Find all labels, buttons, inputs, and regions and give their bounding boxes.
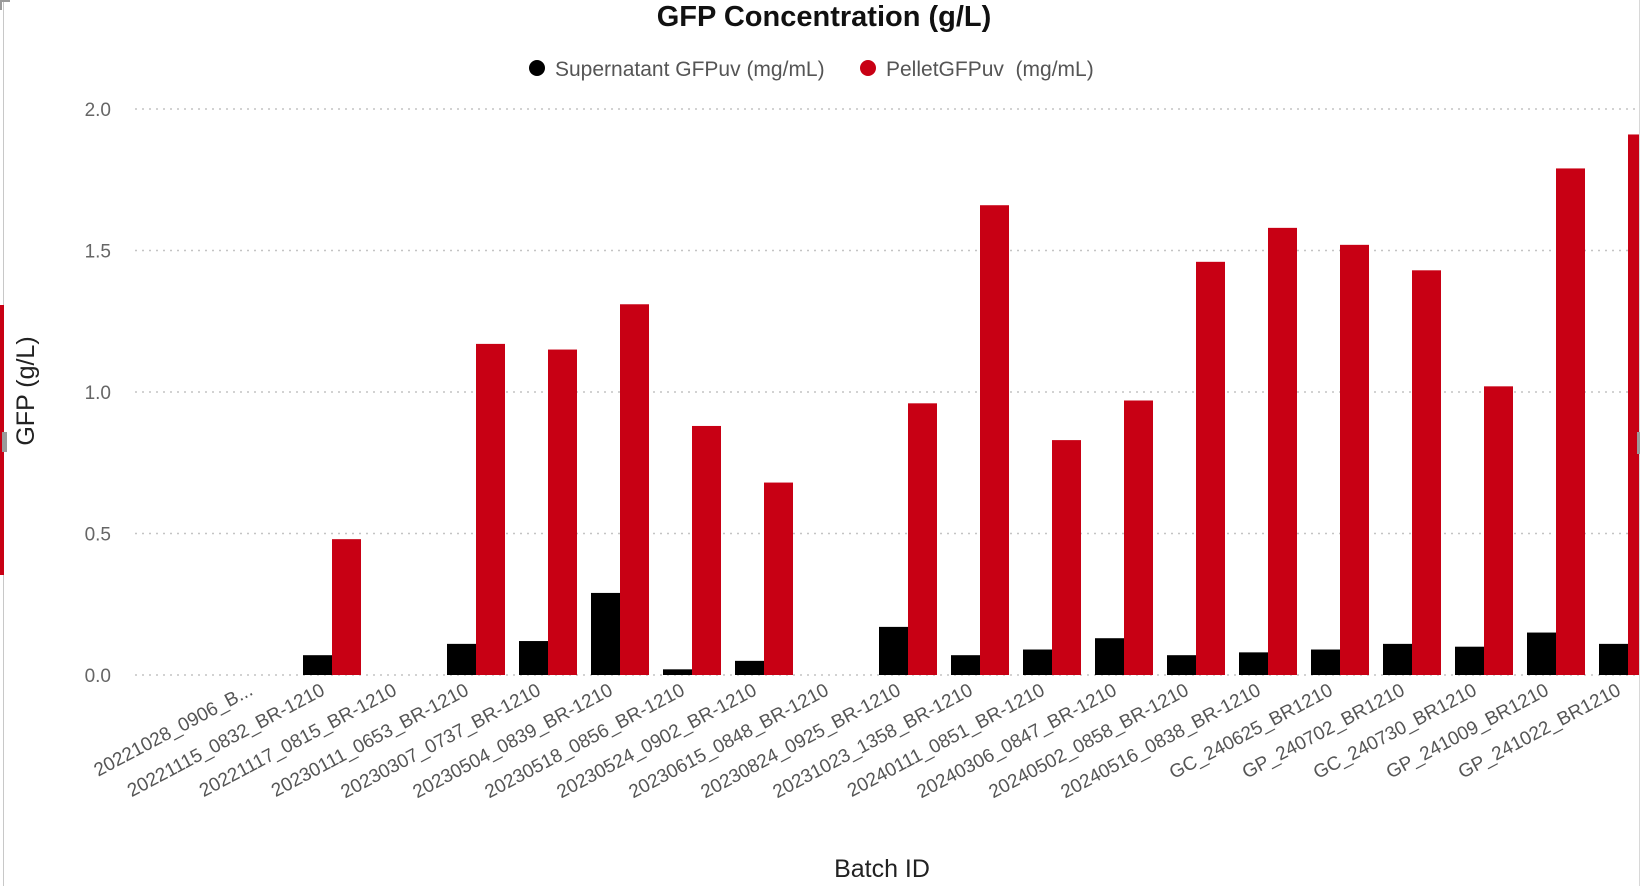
bar-supernatant bbox=[663, 669, 692, 675]
x-axis-label: Batch ID bbox=[834, 855, 930, 883]
bar-supernatant bbox=[1167, 655, 1196, 675]
bar-pellet bbox=[692, 425, 721, 675]
bar-pellet bbox=[476, 343, 505, 675]
y-tick-label: 2.0 bbox=[85, 100, 111, 121]
bar-supernatant bbox=[1383, 643, 1412, 675]
bar-pellet bbox=[1556, 168, 1585, 675]
bar-supernatant bbox=[303, 655, 332, 675]
bar-pellet bbox=[1052, 440, 1081, 675]
bar-supernatant bbox=[591, 592, 620, 675]
legend-marker-pellet bbox=[860, 60, 876, 76]
bar-pellet bbox=[1412, 270, 1441, 675]
bar-pellet bbox=[980, 205, 1009, 675]
legend-marker-supernatant bbox=[529, 60, 545, 76]
resize-corner-handle[interactable] bbox=[0, 0, 10, 10]
bar-pellet bbox=[908, 403, 937, 675]
legend-label-pellet: PelletGFPuv (mg/mL) bbox=[886, 58, 1094, 81]
bar-supernatant bbox=[519, 641, 548, 675]
bars bbox=[303, 134, 1640, 676]
bar-pellet bbox=[1268, 227, 1297, 676]
bar-supernatant bbox=[1527, 632, 1556, 675]
bar-supernatant bbox=[879, 626, 908, 675]
bar-supernatant bbox=[1455, 646, 1484, 675]
resize-handle-right[interactable] bbox=[1637, 432, 1640, 454]
legend: Supernatant GFPuv (mg/mL) PelletGFPuv (m… bbox=[529, 58, 1094, 81]
bar-pellet bbox=[1124, 400, 1153, 675]
bar-supernatant bbox=[1095, 638, 1124, 675]
bar-supernatant bbox=[735, 660, 764, 675]
bar-pellet bbox=[1628, 134, 1640, 676]
bar-pellet bbox=[764, 482, 793, 675]
x-axis-ticks: 20221028_0906_B...20221115_0832_BR-12102… bbox=[91, 680, 1625, 803]
y-tick-label: 1.0 bbox=[85, 383, 111, 404]
bar-pellet bbox=[1196, 261, 1225, 675]
bar-supernatant bbox=[951, 655, 980, 675]
bar-pellet bbox=[548, 349, 577, 675]
y-axis-ticks: 0.0 0.5 1.0 1.5 2.0 bbox=[85, 100, 111, 687]
y-tick-label: 1.5 bbox=[85, 242, 111, 263]
bar-supernatant bbox=[447, 643, 476, 675]
bar-supernatant bbox=[1311, 649, 1340, 675]
bar-supernatant bbox=[1239, 652, 1268, 675]
y-axis-label: GFP (g/L) bbox=[12, 336, 40, 445]
bar-pellet bbox=[1484, 386, 1513, 675]
y-tick-label: 0.5 bbox=[85, 525, 111, 546]
bar-supernatant bbox=[1599, 643, 1628, 675]
resize-handle-left[interactable] bbox=[2, 432, 7, 452]
bar-supernatant bbox=[1023, 649, 1052, 675]
chart-title: GFP Concentration (g/L) bbox=[657, 1, 992, 33]
legend-label-supernatant: Supernatant GFPuv (mg/mL) bbox=[555, 58, 825, 81]
bar-pellet bbox=[332, 539, 361, 675]
bar-pellet bbox=[1340, 244, 1369, 675]
bar-pellet bbox=[620, 304, 649, 675]
y-tick-label: 0.0 bbox=[85, 666, 111, 687]
